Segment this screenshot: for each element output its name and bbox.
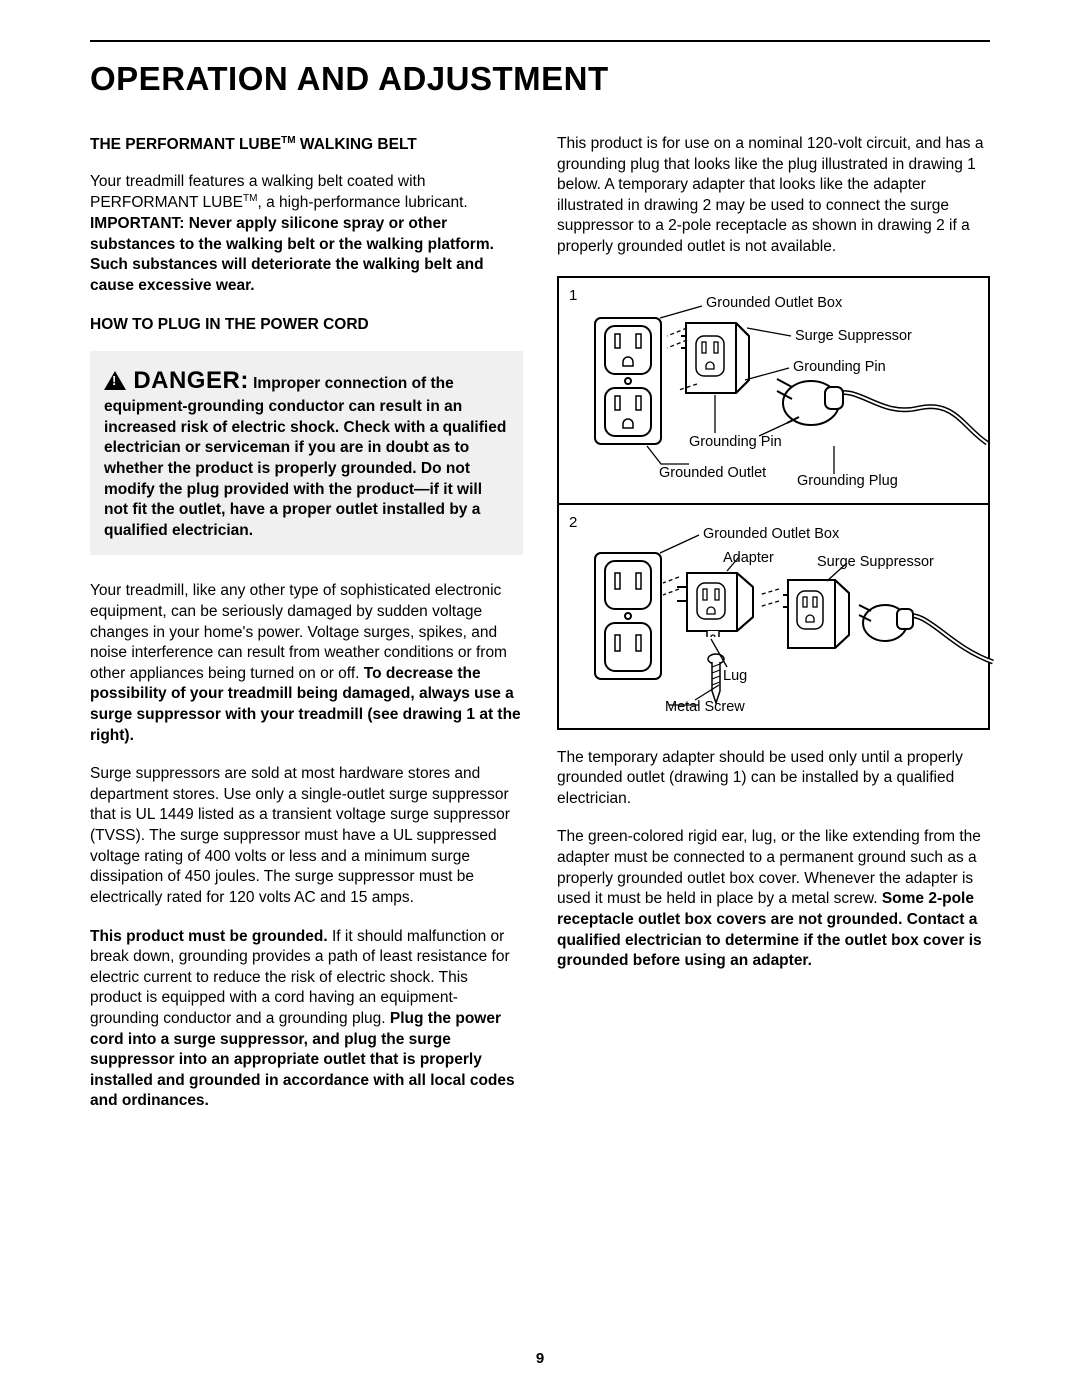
label-metal-screw: Metal Screw [665,700,745,715]
paragraph-surge-spec: Surge suppressors are sold at most hardw… [90,764,523,908]
p1-important: IMPORTANT: Never apply silicone spray or… [90,215,494,294]
tm-mark: TM [243,193,257,204]
paragraph-grounding: This product must be grounded. If it sho… [90,927,523,1112]
drawing-2: 2 [559,503,988,728]
left-column: THE PERFORMANT LUBETM WALKING BELT Your … [90,134,523,1130]
label-adapter: Adapter [723,551,774,566]
top-rule [90,40,990,42]
paragraph-lube: Your treadmill features a walking belt c… [90,172,523,297]
subhead-walking-belt: THE PERFORMANT LUBETM WALKING BELT [90,134,523,156]
paragraph-voltage: Your treadmill, like any other type of s… [90,581,523,746]
p1-post: , a high-performance lubricant. [257,195,467,212]
right-column: This product is for use on a nominal 120… [557,134,990,1130]
subhead-text-post: WALKING BELT [296,136,417,153]
danger-callout: ! DANGER: Improper connection of the equ… [90,351,523,555]
label-grounding-pin: Grounding Pin [689,435,782,450]
label-grounding-plug: Grounding Plug [797,474,898,489]
leader-lines [559,278,989,503]
label-lug: Lug [723,669,747,684]
danger-body-text: Improper connection of the equipment-gro… [104,375,506,539]
danger-heading: DANGER: [133,367,249,394]
label-surge-suppressor: Surge Suppressor [817,555,934,570]
page-number: 9 [0,1350,1080,1367]
page-title: OPERATION AND ADJUSTMENT [90,60,990,98]
paragraph-lug: The green-colored rigid ear, lug, or the… [557,827,990,971]
subhead-text-pre: THE PERFORMANT LUBE [90,136,281,153]
drawing-1: 1 [559,278,988,503]
label-surge-suppressor: Surge Suppressor [795,329,912,344]
tm-mark: TM [281,135,295,146]
wiring-diagram: 1 [557,276,990,730]
subhead-power-cord: HOW TO PLUG IN THE POWER CORD [90,315,523,336]
label-grounding-pin: Grounding Pin [793,360,886,375]
label-grounded-outlet-box: Grounded Outlet Box [703,527,839,542]
paragraph-temp-adapter: The temporary adapter should be used onl… [557,748,990,810]
two-column-layout: THE PERFORMANT LUBETM WALKING BELT Your … [90,134,990,1130]
label-grounded-outlet: Grounded Outlet [659,466,766,481]
paragraph-circuit: This product is for use on a nominal 120… [557,134,990,258]
p4-bold1: This product must be grounded. [90,928,328,945]
page: OPERATION AND ADJUSTMENT THE PERFORMANT … [0,0,1080,1397]
warning-triangle-icon: ! [104,371,126,390]
label-grounded-outlet-box: Grounded Outlet Box [706,296,842,311]
